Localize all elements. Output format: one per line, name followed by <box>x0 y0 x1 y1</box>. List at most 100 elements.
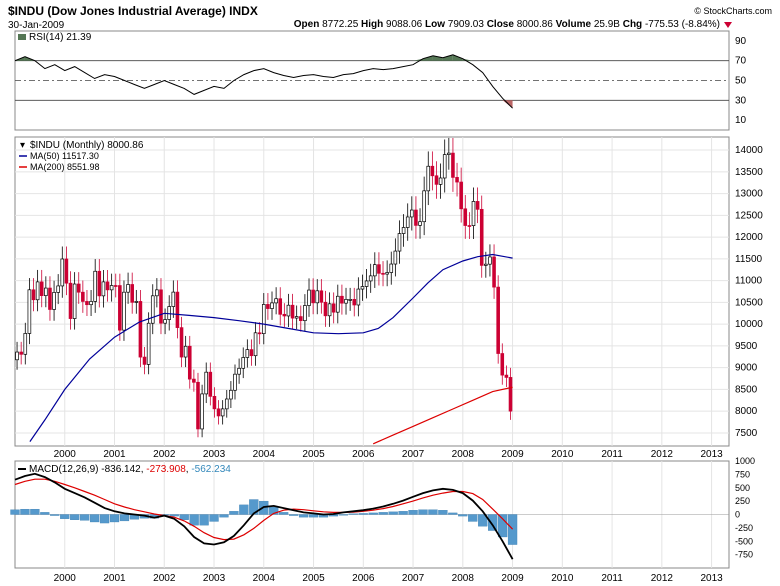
macd-histogram-bar <box>338 514 349 516</box>
quote-value: -775.53 (-8.84%) <box>645 19 720 30</box>
candle-body <box>459 181 463 210</box>
macd-tick-label: 1000 <box>735 456 755 466</box>
price-tick-label: 12000 <box>735 232 763 243</box>
chart-title: $INDU (Dow Jones Industrial Average) IND… <box>8 4 258 18</box>
candle-body <box>294 316 299 319</box>
candle-body <box>233 373 237 391</box>
price-x-label: 2012 <box>651 449 674 460</box>
macd-histogram-bar <box>20 508 30 515</box>
price-x-label: 2000 <box>54 449 77 460</box>
quote-label: High <box>358 19 386 30</box>
macd-histogram-bar <box>408 510 418 515</box>
macd-x-label: 2010 <box>551 573 574 584</box>
candle-body <box>356 288 361 306</box>
price-x-label: 2002 <box>153 449 176 460</box>
candle-body <box>81 291 85 302</box>
candle-body <box>163 319 167 324</box>
candle-body <box>56 285 60 293</box>
price-tick-label: 8000 <box>735 406 758 417</box>
candle-body <box>401 227 406 234</box>
macd-x-label: 2008 <box>452 573 475 584</box>
price-tick-label: 10500 <box>735 297 763 308</box>
candle-body <box>130 284 134 303</box>
macd-histogram-bar <box>99 514 110 524</box>
macd-histogram-bar <box>209 514 219 522</box>
macd-histogram-bar <box>289 514 299 516</box>
candle-body <box>286 304 291 317</box>
ma50-line <box>29 253 513 442</box>
candle-body <box>364 280 369 287</box>
price-tick-label: 9000 <box>735 363 758 374</box>
candle-body <box>303 305 307 322</box>
candle-body <box>360 286 365 290</box>
macd-histogram-bar <box>10 509 20 515</box>
quote-label: Volume <box>553 19 594 30</box>
candle-body <box>377 264 381 274</box>
macd-histogram-bar <box>398 511 408 515</box>
candle-body <box>76 283 81 293</box>
candle-body <box>438 177 443 185</box>
histogram-legend-value: -562.234 <box>191 464 231 475</box>
macd-x-label: 2001 <box>103 573 126 584</box>
candle-body <box>500 353 505 376</box>
candle-icon: ▾ <box>20 140 25 151</box>
candle-body <box>307 289 311 306</box>
candle-body <box>274 298 278 304</box>
price-tick-label: 9500 <box>735 341 758 352</box>
candle-body <box>97 270 102 297</box>
candle-body <box>249 349 254 357</box>
macd-histogram-bar <box>368 512 378 515</box>
candle-body <box>336 295 340 313</box>
quote-label: Close <box>484 19 517 30</box>
macd-signal-line <box>14 478 514 541</box>
chart-date: 30-Jan-2009 <box>8 20 65 31</box>
macd-histogram-bar <box>458 514 468 517</box>
macd-histogram-bar <box>388 511 398 515</box>
price-tick-label: 12500 <box>735 210 763 221</box>
candle-body <box>48 287 52 310</box>
macd-tick-label: 750 <box>735 469 750 479</box>
rsi-tick-label: 50 <box>735 76 747 87</box>
candle-body <box>373 264 377 277</box>
candle-body <box>134 301 139 303</box>
macd-legend-value: -836.142 <box>101 464 141 475</box>
candle-body <box>422 190 426 223</box>
candle-body <box>475 201 480 210</box>
macd-tick-label: 250 <box>735 496 750 506</box>
axis-labels: 1030507090750080008500900095001000010500… <box>54 36 764 584</box>
macd-tick-label: 0 <box>735 510 740 520</box>
price-panel <box>14 136 730 447</box>
macd-histogram-bar <box>448 512 458 515</box>
macd-histogram-bar <box>478 514 488 527</box>
ma200-legend-label: MA(200) 8551.98 <box>30 162 100 172</box>
candle-body <box>155 289 159 297</box>
price-x-label: 2007 <box>402 449 425 460</box>
candle-body <box>348 299 352 301</box>
candle-body <box>19 351 23 355</box>
macd-histogram-bar <box>50 514 60 516</box>
macd-legend-name: MACD(12,26,9) <box>29 464 98 475</box>
macd-histogram-bar <box>189 514 199 526</box>
candle-body <box>93 270 97 302</box>
candle-body <box>488 256 492 265</box>
macd-histogram-bar <box>438 510 448 515</box>
candle-body <box>15 351 19 361</box>
macd-histogram-bar <box>378 512 388 515</box>
candle-body <box>216 408 221 417</box>
candle-body <box>319 290 324 303</box>
candle-body <box>150 295 155 324</box>
candle-body <box>118 285 122 331</box>
macd-histogram-bar <box>269 506 279 515</box>
candle-body <box>323 301 328 317</box>
macd-histogram-bar <box>239 504 249 515</box>
signal-legend-value: -273.908 <box>146 464 186 475</box>
macd-histogram-bar <box>219 514 229 518</box>
candle-body <box>315 290 320 304</box>
candle-body <box>266 304 270 309</box>
candle-body <box>442 154 447 179</box>
macd-tick-label: -500 <box>735 536 753 546</box>
candle-body <box>44 287 48 296</box>
macd-histogram-bar <box>80 514 90 521</box>
candle-body <box>39 281 44 296</box>
candle-body <box>192 378 196 383</box>
